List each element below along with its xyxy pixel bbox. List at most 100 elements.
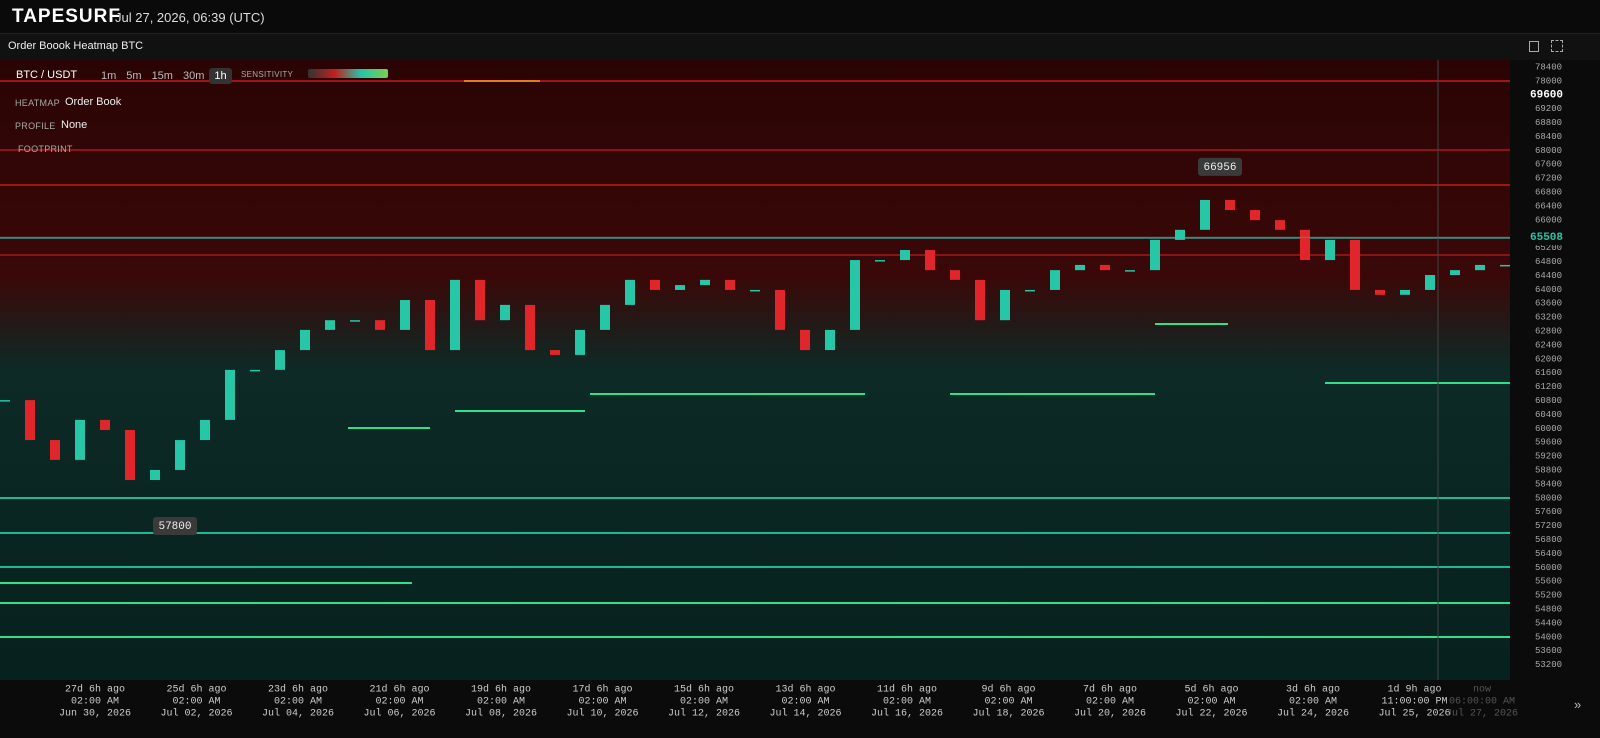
high-label: 66956 (1203, 162, 1236, 174)
time-label: 11:00:00 PM (1381, 697, 1447, 708)
price-label: 66400 (1535, 201, 1562, 211)
price-label: 54400 (1535, 618, 1562, 628)
candle (225, 369, 235, 420)
candle (1325, 239, 1335, 261)
candle (625, 279, 635, 305)
price-label: 57600 (1535, 507, 1562, 517)
price-label: 54800 (1535, 604, 1562, 614)
price-label: 63200 (1535, 313, 1562, 323)
timeframe-button[interactable]: 1m (101, 70, 117, 82)
candle (1100, 264, 1110, 271)
time-label: Jul 20, 2026 (1074, 708, 1146, 720)
price-label: 57200 (1535, 521, 1562, 531)
candle (1175, 229, 1185, 240)
timeframe-button[interactable]: 30m (182, 70, 205, 82)
timeframe-button[interactable]: 1h (209, 68, 232, 84)
candle (1050, 270, 1060, 290)
time-label: 23d 6h ago (268, 684, 328, 696)
time-label: 19d 6h ago (471, 684, 531, 696)
candle (1075, 264, 1085, 271)
timeframe-button[interactable]: 15m (151, 70, 173, 82)
candle (25, 400, 35, 441)
candle (1350, 239, 1360, 290)
candle (1225, 199, 1235, 211)
candle (500, 304, 510, 321)
time-axis-background (0, 680, 1600, 738)
price-label: 58000 (1535, 493, 1562, 503)
timeframe-button[interactable]: 5m (126, 70, 142, 82)
pair-selector[interactable]: BTC / USDT (16, 69, 78, 81)
candle (600, 304, 610, 330)
price-label: 69200 (1535, 104, 1562, 114)
candle (950, 270, 960, 280)
price-label: 62800 (1535, 326, 1562, 336)
candle (375, 320, 385, 330)
sensitivity-label: SENSITIVITY (241, 70, 294, 79)
price-label: 61200 (1535, 382, 1562, 392)
time-label: 5d 6h ago (1184, 684, 1238, 696)
price-label: 53600 (1535, 646, 1562, 656)
price-label: 59600 (1535, 438, 1562, 448)
datetime: Jul 27, 2026, 06:39 (UTC) (115, 10, 265, 25)
candle (450, 279, 460, 351)
time-label: 02:00 AM (274, 697, 322, 708)
candle (1475, 264, 1485, 271)
time-label: 17d 6h ago (572, 684, 632, 696)
time-label: 02:00 AM (172, 697, 220, 708)
candle (75, 419, 85, 460)
candle (975, 279, 985, 321)
minimize-icon[interactable] (1529, 41, 1539, 52)
price-label: 66800 (1535, 187, 1562, 197)
candle (825, 329, 835, 351)
candle (100, 419, 110, 430)
footprint-toggle[interactable]: FOOTPRINT (18, 144, 73, 154)
candle (1250, 210, 1260, 221)
scroll-right-button[interactable]: » (1574, 697, 1582, 712)
time-label: 13d 6h ago (775, 684, 835, 696)
price-label: 66000 (1535, 215, 1562, 225)
price-label: 78000 (1535, 76, 1562, 86)
candle (775, 289, 785, 330)
price-label: 69600 (1530, 90, 1563, 102)
low-label-box (153, 517, 197, 536)
time-label: 1d 9h ago (1387, 684, 1441, 696)
time-label: Jul 14, 2026 (769, 708, 841, 720)
time-label: 25d 6h ago (166, 684, 226, 696)
candle (1025, 289, 1035, 292)
profile-select[interactable]: None (61, 119, 88, 131)
price-label: 58400 (1535, 479, 1562, 489)
price-label: 64400 (1535, 271, 1562, 281)
time-label: 02:00 AM (71, 697, 119, 708)
candle (675, 285, 685, 290)
price-label: 56400 (1535, 549, 1562, 559)
price-label: 53200 (1535, 660, 1562, 670)
price-label: 68800 (1535, 118, 1562, 128)
time-label: 02:00 AM (984, 697, 1032, 708)
panel-bar: Order Boook Heatmap BTC (0, 34, 1600, 61)
candle (475, 279, 485, 321)
time-label: 02:00 AM (477, 697, 525, 708)
price-label: 68400 (1535, 132, 1562, 142)
price-label: 60000 (1535, 424, 1562, 434)
time-label: 3d 6h ago (1286, 684, 1340, 696)
time-label: Jul 22, 2026 (1175, 708, 1247, 720)
price-label: 64800 (1535, 257, 1562, 267)
brand[interactable]: TAPESURF (12, 6, 121, 27)
time-label: 02:00 AM (1187, 697, 1235, 708)
time-label: Jul 12, 2026 (668, 708, 740, 720)
price-label: 59200 (1535, 452, 1562, 462)
sensitivity-slider[interactable] (308, 69, 388, 78)
time-label: Jul 10, 2026 (566, 708, 638, 720)
time-label: Jul 02, 2026 (160, 708, 232, 720)
price-label: 68000 (1535, 146, 1562, 156)
time-label: Jul 06, 2026 (363, 708, 435, 720)
time-label: Jul 08, 2026 (465, 708, 537, 720)
time-label: now (1473, 685, 1491, 696)
heatmap-select[interactable]: Order Book (65, 96, 122, 108)
time-label: Jul 25, 2026 (1378, 708, 1450, 720)
time-label: 7d 6h ago (1083, 684, 1137, 696)
candle (1500, 264, 1510, 267)
fullscreen-icon[interactable] (1551, 40, 1563, 52)
candle (1125, 270, 1135, 272)
